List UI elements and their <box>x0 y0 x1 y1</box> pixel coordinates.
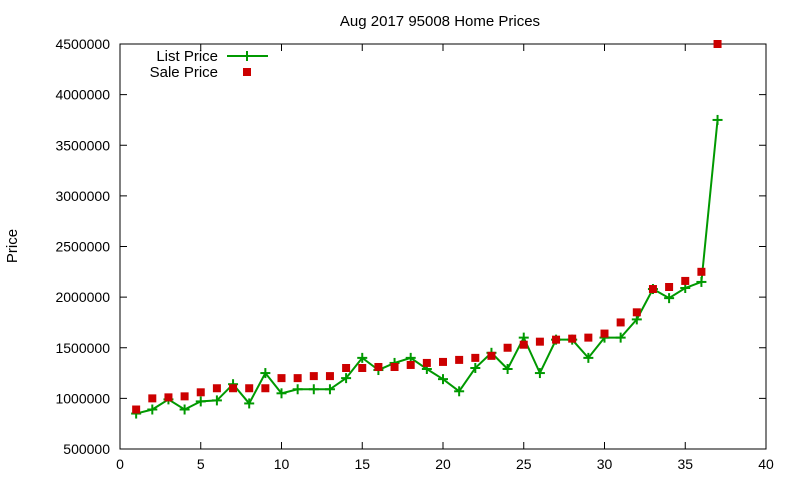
y-axis-label: Price <box>4 229 21 263</box>
x-tick-label: 0 <box>116 456 124 472</box>
sale-price-point <box>293 374 302 383</box>
list-price-point <box>712 114 723 125</box>
sale-price-point <box>309 372 318 381</box>
sale-price-point <box>439 357 447 366</box>
sale-price-point <box>632 308 641 317</box>
sale-price-point <box>519 340 528 349</box>
sale-price-point <box>600 329 609 338</box>
list-price-point <box>244 398 255 409</box>
sale-price-point <box>148 394 157 403</box>
sale-price-point <box>212 384 221 393</box>
list-price-point <box>470 363 481 373</box>
list-price-point <box>211 395 222 406</box>
list-price-point <box>454 386 465 397</box>
sale-price-point <box>665 283 674 291</box>
y-tick-label: 4000000 <box>55 87 110 103</box>
y-tick-label: 2000000 <box>55 289 110 305</box>
sale-price-point <box>325 372 334 381</box>
list-price-point <box>260 368 271 379</box>
sale-price-point <box>229 384 238 393</box>
y-tick-label: 3000000 <box>55 188 110 204</box>
legend-label-list-price: List Price <box>156 48 218 65</box>
list-price-point <box>664 293 675 304</box>
sale-price-point <box>180 392 189 401</box>
series-layer <box>131 40 723 419</box>
list-price-point <box>696 276 707 287</box>
legend-swatch-sale-price <box>243 68 251 76</box>
sale-price-point <box>681 276 690 285</box>
list-price-point <box>341 373 352 384</box>
sale-price-point <box>568 334 577 343</box>
axis-ticks: 0 5 10 15 20 25 30 35 40 500000 1000000 1500000 2000… <box>55 36 774 472</box>
sale-price-point <box>390 362 399 371</box>
list-price-point <box>357 352 368 363</box>
x-tick-label: 20 <box>435 456 451 472</box>
y-tick-label: 4500000 <box>55 36 110 52</box>
sale-price-point <box>261 384 270 393</box>
list-price-point <box>534 368 545 379</box>
list-price-point <box>276 388 287 399</box>
sale-price-point <box>471 353 480 362</box>
list-price-point <box>324 384 335 395</box>
chart-title: Aug 2017 95008 Home Prices <box>340 13 540 30</box>
sale-price-point <box>535 337 544 346</box>
x-tick-label: 35 <box>677 456 693 472</box>
y-tick-label: 2500000 <box>55 239 110 255</box>
sale-price-point <box>245 384 254 393</box>
x-tick-label: 40 <box>758 456 774 472</box>
sale-price-point <box>616 318 625 327</box>
sale-price-point <box>196 388 205 397</box>
x-tick-label: 5 <box>197 456 205 472</box>
y-tick-label: 3500000 <box>55 137 110 153</box>
sale-price-point <box>455 355 464 364</box>
list-price-point <box>438 374 448 385</box>
sale-price-point <box>406 360 415 369</box>
sale-price-point <box>374 362 383 371</box>
sale-price-point <box>697 267 706 276</box>
sale-price-point <box>584 333 593 342</box>
list-price-point <box>502 364 513 375</box>
y-tick-label: 1000000 <box>55 390 110 406</box>
sale-price-point <box>132 405 141 414</box>
sale-price-point <box>503 343 512 352</box>
y-tick-label: 1500000 <box>55 340 110 356</box>
list-price-point <box>583 352 594 363</box>
legend-label-sale-price: Sale Price <box>150 64 218 81</box>
list-price-point <box>179 404 190 415</box>
sale-price-point <box>487 351 496 360</box>
sale-price-point <box>277 374 286 383</box>
sale-price-point <box>552 335 561 344</box>
x-tick-label: 10 <box>274 456 290 472</box>
sale-price-point <box>713 40 722 48</box>
x-tick-label: 15 <box>354 456 370 472</box>
list-price-point <box>147 404 158 415</box>
x-tick-label: 30 <box>597 456 613 472</box>
list-price-point <box>292 384 303 395</box>
sale-price-point <box>342 364 351 372</box>
sale-price-point <box>164 393 173 402</box>
sale-price-point <box>648 285 657 294</box>
legend-marker-list-price <box>242 51 252 61</box>
y-tick-label: 500000 <box>63 441 110 457</box>
x-tick-label: 25 <box>516 456 532 472</box>
list-price-point <box>308 384 319 395</box>
list-price-point <box>195 396 206 407</box>
sale-price-point <box>358 364 367 372</box>
list-price-point <box>615 332 626 343</box>
sale-price-point <box>422 358 431 367</box>
